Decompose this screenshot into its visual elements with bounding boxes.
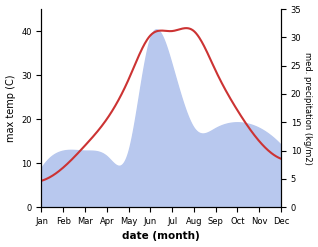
Y-axis label: max temp (C): max temp (C) [5, 74, 16, 142]
Y-axis label: med. precipitation (kg/m2): med. precipitation (kg/m2) [303, 52, 313, 165]
X-axis label: date (month): date (month) [122, 231, 200, 242]
